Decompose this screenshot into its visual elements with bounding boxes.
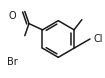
- Text: O: O: [8, 11, 16, 21]
- Text: Br: Br: [7, 57, 17, 67]
- Text: Cl: Cl: [93, 34, 103, 44]
